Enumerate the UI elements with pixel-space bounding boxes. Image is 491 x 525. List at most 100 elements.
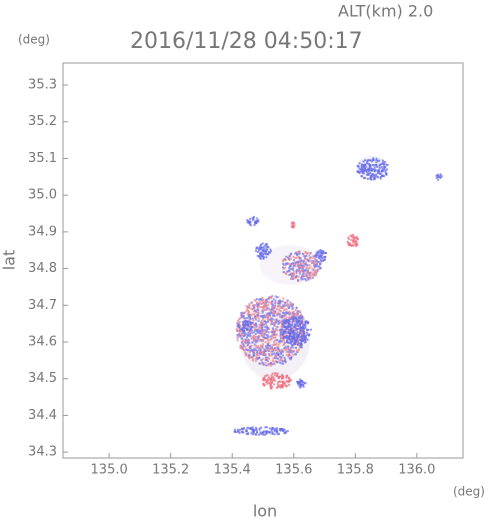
echo-pixel <box>379 177 382 180</box>
echo-pixel <box>265 430 268 433</box>
echo-pixel <box>371 168 374 171</box>
echo-pixel <box>252 334 255 337</box>
echo-pixel <box>276 305 279 308</box>
echo-pixel <box>280 328 283 331</box>
echo-pixel <box>280 337 283 340</box>
echo-pixel <box>286 381 289 384</box>
echo-pixel <box>254 359 257 362</box>
echo-pixel <box>252 340 255 342</box>
echo-pixel <box>260 246 263 249</box>
echo-pixel <box>270 338 273 341</box>
x-tick-label: 135.2 <box>152 463 189 478</box>
echo-pixel <box>296 253 298 256</box>
echo-pixel <box>294 346 297 349</box>
echo-pixel <box>370 160 373 163</box>
echo-pixel <box>251 358 254 361</box>
echo-pixel <box>294 262 297 265</box>
echo-pixel <box>261 302 264 305</box>
echo-pixel <box>290 323 293 326</box>
echo-pixel <box>304 256 307 259</box>
echo-pixel <box>312 256 315 259</box>
echo-pixel <box>245 327 248 330</box>
echo-pixel <box>272 427 274 429</box>
echo-pixel <box>295 332 298 335</box>
echo-pixel <box>291 225 293 228</box>
echo-pixel <box>261 329 264 332</box>
echo-pixel <box>378 166 381 169</box>
echo-pixel <box>292 224 295 227</box>
echo-pixel <box>274 330 277 333</box>
echo-pixel <box>281 373 284 376</box>
echo-pixel <box>274 354 277 357</box>
echo-pixel <box>300 264 303 267</box>
echo-pixel <box>288 268 291 271</box>
echo-pixel <box>285 375 288 378</box>
echo-pixel <box>383 163 385 166</box>
echo-pixel <box>295 306 298 309</box>
echo-pixel <box>285 350 288 353</box>
echo-pixel <box>263 348 266 351</box>
echo-pixel <box>281 429 283 432</box>
echo-pixel <box>298 259 301 262</box>
echo-pixel <box>288 311 291 314</box>
echo-pixel <box>383 161 386 163</box>
echo-pixel <box>262 343 265 346</box>
echo-pixel <box>302 327 305 330</box>
echo-pixel <box>248 303 251 306</box>
echo-pixel <box>237 320 240 322</box>
echo-pixel <box>271 428 273 431</box>
echo-pixel <box>289 332 292 334</box>
y-label: lat <box>0 250 19 271</box>
echo-pixel <box>245 352 248 355</box>
echo-pixel <box>266 378 269 381</box>
echo-pixel <box>267 297 270 300</box>
echo-pixel <box>289 301 292 304</box>
echo-pixel <box>362 160 365 163</box>
echo-pixel <box>288 317 291 319</box>
echo-pixel <box>253 306 256 309</box>
echo-pixel <box>300 335 303 338</box>
echo-pixel <box>251 426 254 429</box>
echo-pixel <box>357 171 360 174</box>
echo-pixel <box>244 324 247 326</box>
echo-pixel <box>258 348 261 351</box>
echo-pixel <box>370 174 373 177</box>
echo-pixel <box>252 354 255 357</box>
echo-pixel <box>306 328 308 331</box>
echo-pixel <box>286 304 289 307</box>
echo-pixel <box>378 170 381 173</box>
echo-pixel <box>301 252 304 255</box>
echo-pixel <box>303 341 306 344</box>
echo-pixel <box>255 302 258 304</box>
echo-pixel <box>381 159 384 162</box>
echo-pixel <box>265 345 267 348</box>
echo-pixel <box>293 337 296 340</box>
echo-pixel <box>352 237 355 239</box>
echo-pixel <box>318 257 321 260</box>
echo-pixel <box>282 362 285 365</box>
echo-pixel <box>274 301 277 304</box>
echo-pixel <box>318 265 321 268</box>
echo-pixel <box>263 375 266 378</box>
echo-pixel <box>263 351 266 354</box>
echo-pixel <box>272 379 275 382</box>
echo-pixel <box>262 249 265 252</box>
echo-pixel <box>246 328 249 331</box>
echo-pixel <box>325 251 327 254</box>
echo-pixel <box>248 347 251 350</box>
echo-pixel <box>245 432 248 435</box>
echo-pixel <box>267 318 270 321</box>
echo-pixel <box>261 351 263 354</box>
echo-pixel <box>281 319 284 322</box>
echo-pixel <box>256 309 259 312</box>
echo-pixel <box>299 326 302 329</box>
echo-pixel <box>288 313 291 316</box>
echo-pixel <box>309 277 312 280</box>
echo-pixel <box>248 334 251 337</box>
echo-pixel <box>372 173 375 176</box>
echo-pixel <box>270 321 273 324</box>
echo-pixel <box>297 264 299 267</box>
echo-pixel <box>436 173 439 176</box>
echo-pixel <box>285 255 288 258</box>
echo-pixel <box>240 427 243 430</box>
